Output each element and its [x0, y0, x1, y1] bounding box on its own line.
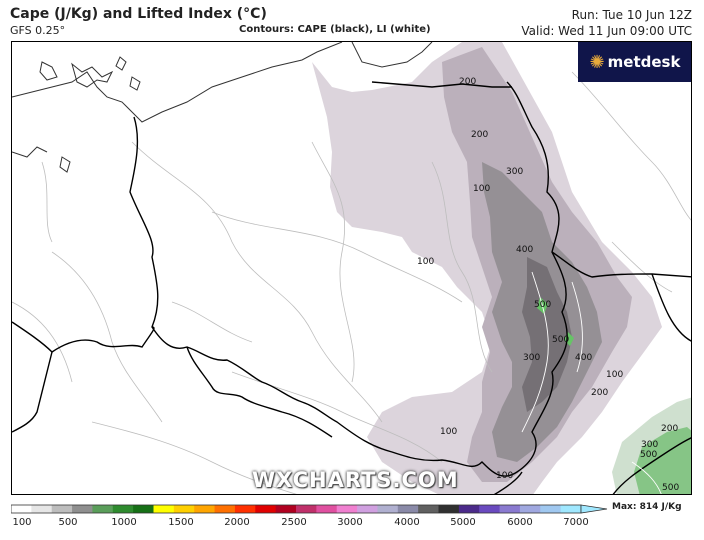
colorbar-swatch — [112, 505, 134, 513]
colorbar-swatch — [479, 505, 501, 513]
colorbar-swatch — [316, 505, 338, 513]
contour-label-100-east: 100 — [606, 370, 623, 380]
coastlines — [12, 42, 433, 173]
colorbar-tick: 2500 — [281, 517, 307, 528]
metdesk-logo: ✺ metdesk — [578, 42, 691, 82]
logo-text: metdesk — [607, 53, 681, 71]
starburst-icon: ✺ — [589, 51, 605, 73]
map-panel: 200 200 300 100 400 100 500 500 400 300 … — [11, 41, 692, 495]
contour-label-500-center: 500 — [534, 300, 551, 310]
colorbar-swatch — [194, 505, 216, 513]
valid-time: Valid: Wed 11 Jun 09:00 UTC — [521, 24, 692, 38]
contour-label-200-north: 200 — [459, 77, 476, 87]
colorbar-swatch — [519, 505, 541, 513]
colorbar-swatch — [72, 505, 93, 513]
colorbar-swatch — [214, 505, 236, 513]
contour-label-500-southeast: 500 — [640, 450, 657, 460]
li-contours — [521, 271, 662, 494]
colorbar-tick: 7000 — [563, 517, 589, 528]
contours-legend: Contours: CAPE (black), LI (white) — [239, 24, 431, 35]
colorbar-swatch — [255, 505, 277, 513]
cape-darker-area — [522, 257, 572, 412]
contour-label-200-upper: 200 — [471, 130, 488, 140]
contour-label-100-south: 100 — [440, 427, 457, 437]
contour-label-300-upper: 300 — [506, 167, 523, 177]
watermark: WXCHARTS.COM — [252, 468, 459, 492]
colorbar-tick: 3000 — [337, 517, 363, 528]
colorbar-tick: 1000 — [111, 517, 137, 528]
colorbar-swatch — [92, 505, 114, 513]
colorbar-swatch — [11, 505, 32, 513]
contour-label-400-east: 400 — [575, 353, 592, 363]
colorbar-tick: 100 — [12, 517, 32, 528]
colorbar-swatch — [418, 505, 439, 513]
colorbar-swatch — [173, 505, 195, 513]
contour-label-100-border: 100 — [496, 471, 513, 481]
colorbar-swatch — [133, 505, 154, 513]
colorbar-swatch — [540, 505, 562, 513]
colorbar-swatch — [31, 505, 53, 513]
colorbar-swatch — [357, 505, 378, 513]
colorbar-swatch — [336, 505, 358, 513]
colorbar-swatch — [275, 505, 297, 513]
run-time: Run: Tue 10 Jun 12Z — [571, 8, 692, 22]
colorbar-swatch — [438, 505, 460, 513]
colorbar-tick: 2000 — [224, 517, 250, 528]
contour-label-300-southeast: 300 — [641, 440, 658, 450]
colorbar-swatch — [296, 505, 317, 513]
colorbar-tick: 1500 — [168, 517, 194, 528]
colorbar — [11, 504, 608, 514]
colorbar-swatch — [458, 505, 480, 513]
colorbar-swatch — [499, 505, 521, 513]
contour-label-400-middle: 400 — [516, 245, 533, 255]
colorbar-swatch — [560, 505, 582, 513]
colorbar-arrow — [580, 504, 608, 514]
colorbar-swatch — [234, 505, 256, 513]
cape-green-area-east-core — [634, 427, 691, 494]
contour-label-200-southeast: 200 — [661, 424, 678, 434]
colorbar-tick: 6000 — [507, 517, 533, 528]
colorbar-swatch — [397, 505, 419, 513]
contour-label-500-corner: 500 — [662, 483, 679, 493]
colorbar-tick: 4000 — [394, 517, 420, 528]
contour-label-300-lower: 300 — [523, 353, 540, 363]
model-label: GFS 0.25° — [10, 24, 66, 37]
contour-label-100-west: 100 — [417, 257, 434, 267]
max-label: Max: 814 J/Kg — [612, 502, 682, 512]
contour-label-200-east: 200 — [591, 388, 608, 398]
colorbar-tick: 500 — [58, 517, 78, 528]
map-svg: 200 200 300 100 400 100 500 500 400 300 … — [12, 42, 691, 494]
colorbar-tick: 5000 — [450, 517, 476, 528]
colorbar-swatch — [153, 505, 175, 513]
country-borders — [12, 81, 691, 494]
cape-green-patch — [537, 297, 574, 346]
colorbar-swatch — [377, 505, 399, 513]
contour-label-500-lower: 500 — [552, 335, 569, 345]
colorbar-swatch — [51, 505, 73, 513]
chart-title: Cape (J/Kg) and Lifted Index (°C) — [10, 6, 267, 22]
contour-label-100-upper: 100 — [473, 184, 490, 194]
